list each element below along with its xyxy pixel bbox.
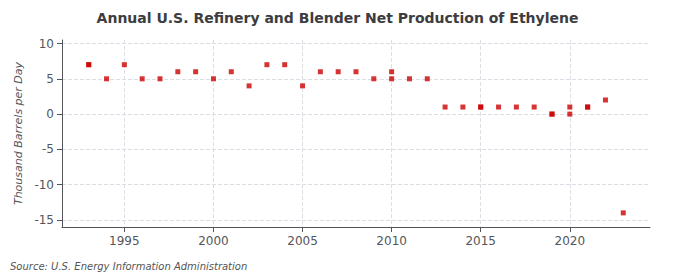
svg-text:Thousand Barrels per Day: Thousand Barrels per Day xyxy=(12,61,25,205)
svg-text:Source: U.S. Energy Informatio: Source: U.S. Energy Information Administ… xyxy=(10,261,247,272)
svg-text:-5: -5 xyxy=(42,142,54,156)
svg-text:1995: 1995 xyxy=(109,234,140,248)
svg-text:2005: 2005 xyxy=(287,234,318,248)
svg-text:2000: 2000 xyxy=(198,234,229,248)
svg-text:5: 5 xyxy=(46,72,54,86)
svg-text:2020: 2020 xyxy=(555,234,586,248)
svg-text:-15: -15 xyxy=(34,213,54,227)
svg-text:2010: 2010 xyxy=(376,234,407,248)
svg-text:0: 0 xyxy=(46,107,54,121)
svg-text:10: 10 xyxy=(39,37,54,51)
svg-text:2015: 2015 xyxy=(465,234,496,248)
svg-text:-10: -10 xyxy=(34,178,54,192)
svg-text:Annual U.S. Refinery and Blend: Annual U.S. Refinery and Blender Net Pro… xyxy=(97,10,579,26)
